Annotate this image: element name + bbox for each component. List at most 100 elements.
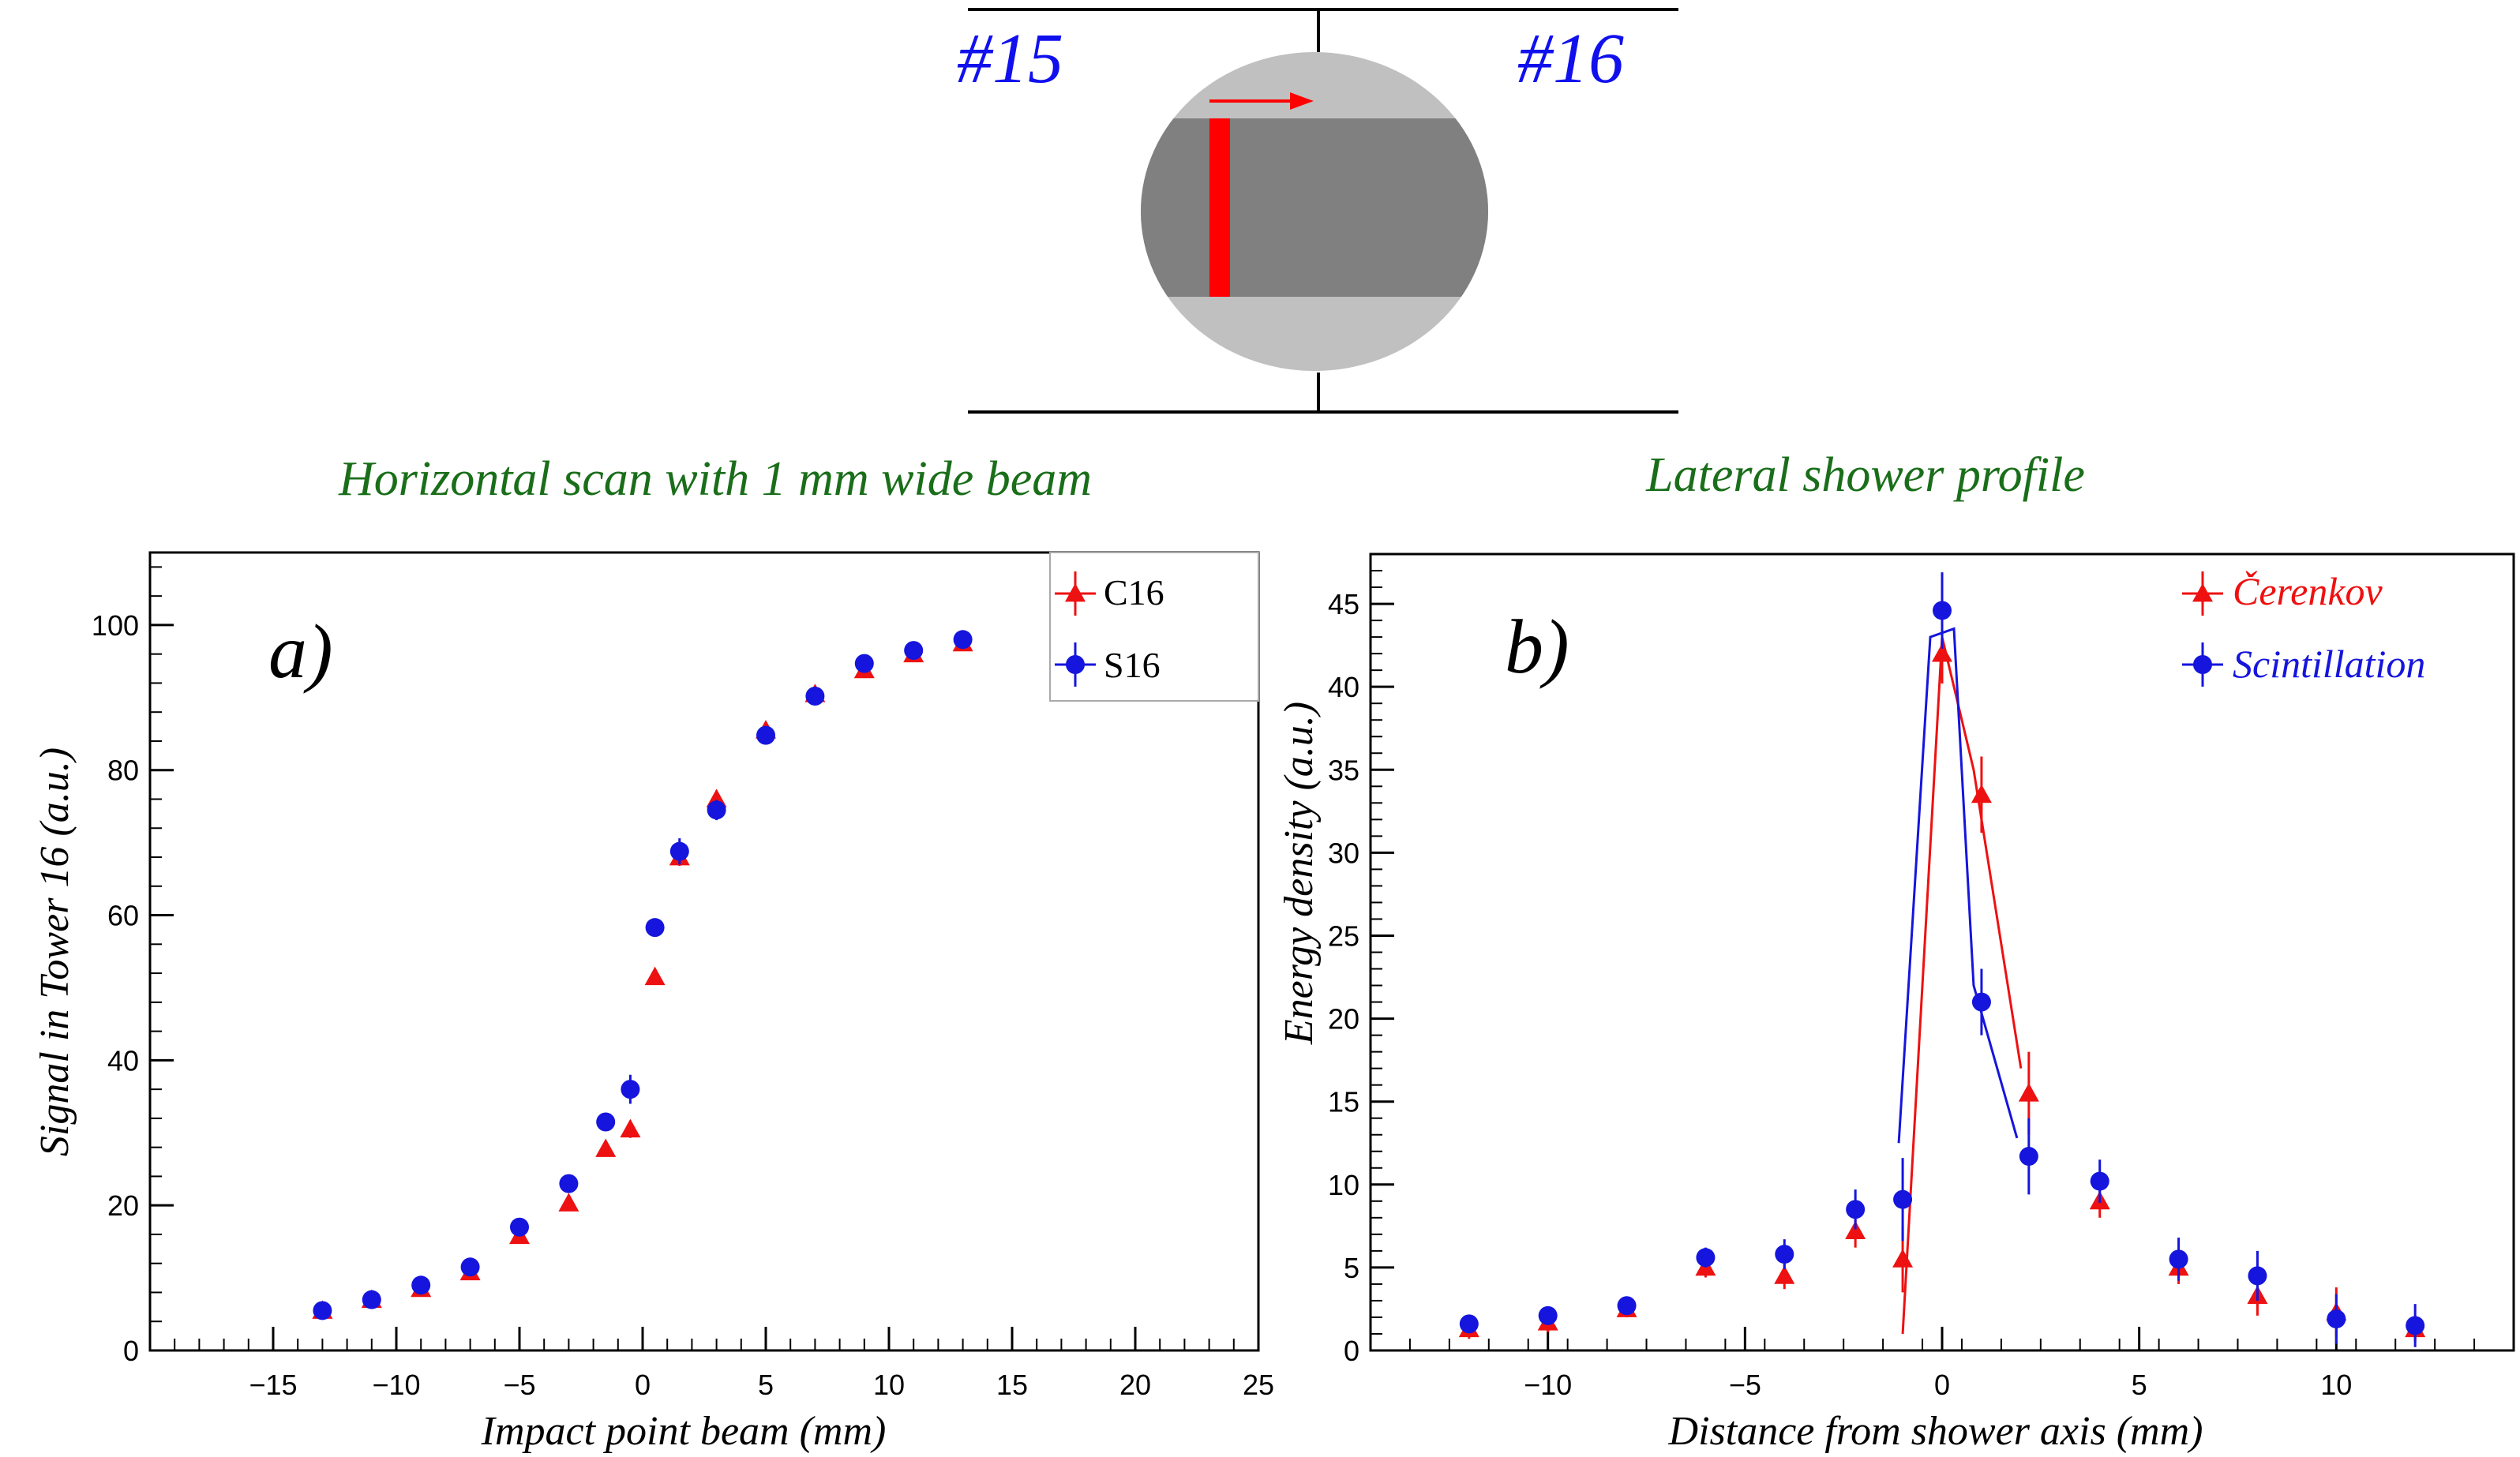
y-tick-label: 40	[107, 1044, 139, 1077]
chart-a-panel-label: a)	[268, 609, 333, 695]
data-point-cerenkov	[1971, 784, 1992, 803]
chart-b-ticks	[1370, 553, 2514, 1352]
data-point-s16	[756, 725, 775, 745]
data-point-cerenkov	[1932, 643, 1952, 662]
legend-marker-c16	[1065, 583, 1086, 602]
data-point-scintillation	[1933, 601, 1952, 620]
y-tick-label: 15	[1328, 1086, 1359, 1118]
data-point-c16	[595, 1138, 617, 1157]
right-panel-heading: Lateral shower profile	[1645, 448, 2085, 502]
data-point-scintillation	[1459, 1314, 1479, 1334]
data-point-cerenkov	[2018, 1083, 2039, 1102]
tower-16-label: #16	[1517, 20, 1624, 98]
x-tick-label: 0	[635, 1369, 651, 1401]
x-tick-label: −15	[249, 1369, 297, 1401]
x-tick-label: −10	[1524, 1369, 1572, 1401]
legend-label-s16: S16	[1104, 645, 1161, 685]
y-tick-label: 5	[1344, 1252, 1359, 1284]
x-tick-label: −5	[1729, 1369, 1761, 1401]
chart-a-ticks	[149, 566, 1260, 1352]
guide-line-cerenkov	[1901, 636, 2023, 1335]
legend-entry-c16	[1055, 571, 1096, 616]
y-tick-label: 25	[1328, 920, 1359, 952]
legend-label-scintillation: Scintillation	[2233, 642, 2425, 686]
legend-label-cerenkov: Čerenkov	[2233, 569, 2383, 613]
legend-marker-s16	[1066, 655, 1085, 674]
data-point-cerenkov	[1845, 1220, 1866, 1240]
legend-marker-scintillation	[2193, 655, 2212, 674]
left-panel-heading: Horizontal scan with 1 mm wide beam	[338, 452, 1092, 506]
x-tick-label: 0	[1934, 1369, 1950, 1401]
y-tick-label: 10	[1328, 1169, 1359, 1201]
data-point-scintillation	[1971, 992, 1991, 1012]
chart-b-panel-label: b)	[1505, 605, 1569, 690]
y-tick-label: 100	[92, 609, 139, 642]
chart-b-guide-lines	[1897, 627, 2023, 1335]
data-point-scintillation	[1775, 1245, 1794, 1264]
x-tick-label: −5	[503, 1369, 535, 1401]
scan-arrow-head-icon	[1290, 92, 1314, 110]
data-point-scintillation	[2406, 1316, 2425, 1335]
data-point-s16	[313, 1301, 332, 1320]
guide-line-scintillation	[1897, 627, 2019, 1144]
chart-a-tick-labels: −15 −10 −5 0 5 10 15 20 25 0 20 40 60 80 100	[92, 609, 1274, 1401]
legend-label-c16: C16	[1104, 572, 1164, 612]
legend-entry-s16	[1055, 642, 1096, 687]
series-scintillation	[1459, 572, 2425, 1347]
data-point-s16	[669, 841, 689, 861]
chart-a-marks	[312, 630, 973, 1320]
data-point-c16	[620, 1118, 641, 1138]
x-tick-label: 10	[873, 1369, 905, 1401]
chart-a: −15 −10 −5 0 5 10 15 20 25 0 20 40 60 80 100 a) Impact…	[32, 551, 1274, 1454]
x-tick-label: 5	[2132, 1369, 2147, 1401]
chart-a-legend: C16 S16	[1049, 552, 1259, 702]
y-tick-label: 20	[107, 1189, 139, 1222]
data-point-s16	[411, 1275, 431, 1295]
legend-entry-cerenkov	[2182, 571, 2223, 616]
data-point-s16	[510, 1217, 529, 1237]
legend-entry-scintillation	[2182, 642, 2223, 687]
data-point-s16	[707, 800, 726, 820]
data-point-c16	[644, 966, 666, 986]
data-point-s16	[559, 1174, 579, 1193]
data-point-scintillation	[2090, 1171, 2109, 1191]
chart-a-y-axis-label: Signal in Tower 16 (a.u.)	[32, 747, 77, 1156]
data-point-s16	[596, 1112, 616, 1132]
legend-marker-cerenkov	[2192, 583, 2213, 602]
data-point-scintillation	[1696, 1248, 1716, 1268]
y-tick-label: 20	[1328, 1003, 1359, 1036]
data-point-s16	[854, 654, 874, 673]
x-tick-label: −10	[372, 1369, 420, 1401]
series-s16	[313, 630, 973, 1320]
data-point-scintillation	[2248, 1266, 2267, 1286]
data-point-scintillation	[1538, 1305, 1558, 1325]
x-tick-label: 15	[996, 1369, 1028, 1401]
chart-b-marks	[1458, 572, 2426, 1347]
chart-b-tick-labels: −10 −5 0 5 10 0 5 10 15 20 25 30 35 40 45	[1328, 588, 2352, 1401]
data-point-scintillation	[2327, 1309, 2346, 1329]
x-tick-label: 10	[2320, 1369, 2352, 1401]
y-tick-label: 80	[107, 755, 139, 787]
data-point-c16	[558, 1193, 579, 1212]
fiber-diagram: #15 #16	[957, 8, 1678, 414]
chart-b-y-axis-label: Energy density (a.u.)	[1277, 702, 1322, 1045]
series-cerenkov	[1458, 624, 2426, 1343]
data-point-scintillation	[1617, 1296, 1637, 1316]
fiber-core-band	[1141, 118, 1488, 297]
y-tick-label: 0	[123, 1335, 139, 1367]
beam-strip	[1209, 118, 1230, 297]
series-c16	[312, 632, 973, 1319]
data-point-scintillation	[2169, 1249, 2188, 1269]
data-point-s16	[904, 641, 924, 661]
y-tick-label: 0	[1344, 1335, 1359, 1367]
data-point-s16	[460, 1257, 480, 1277]
chart-b-legend: Čerenkov Scintillation	[2182, 569, 2425, 687]
data-point-s16	[645, 918, 665, 938]
chart-a-x-axis-label: Impact point beam (mm)	[481, 1409, 887, 1454]
chart-b: −10 −5 0 5 10 0 5 10 15 20 25 30 35 40 45 b) Distance …	[1277, 552, 2515, 1454]
tower-15-label: #15	[957, 20, 1063, 98]
x-tick-label: 25	[1243, 1369, 1274, 1401]
chart-a-legend-box	[1049, 552, 1259, 702]
data-point-scintillation	[1893, 1189, 1913, 1209]
